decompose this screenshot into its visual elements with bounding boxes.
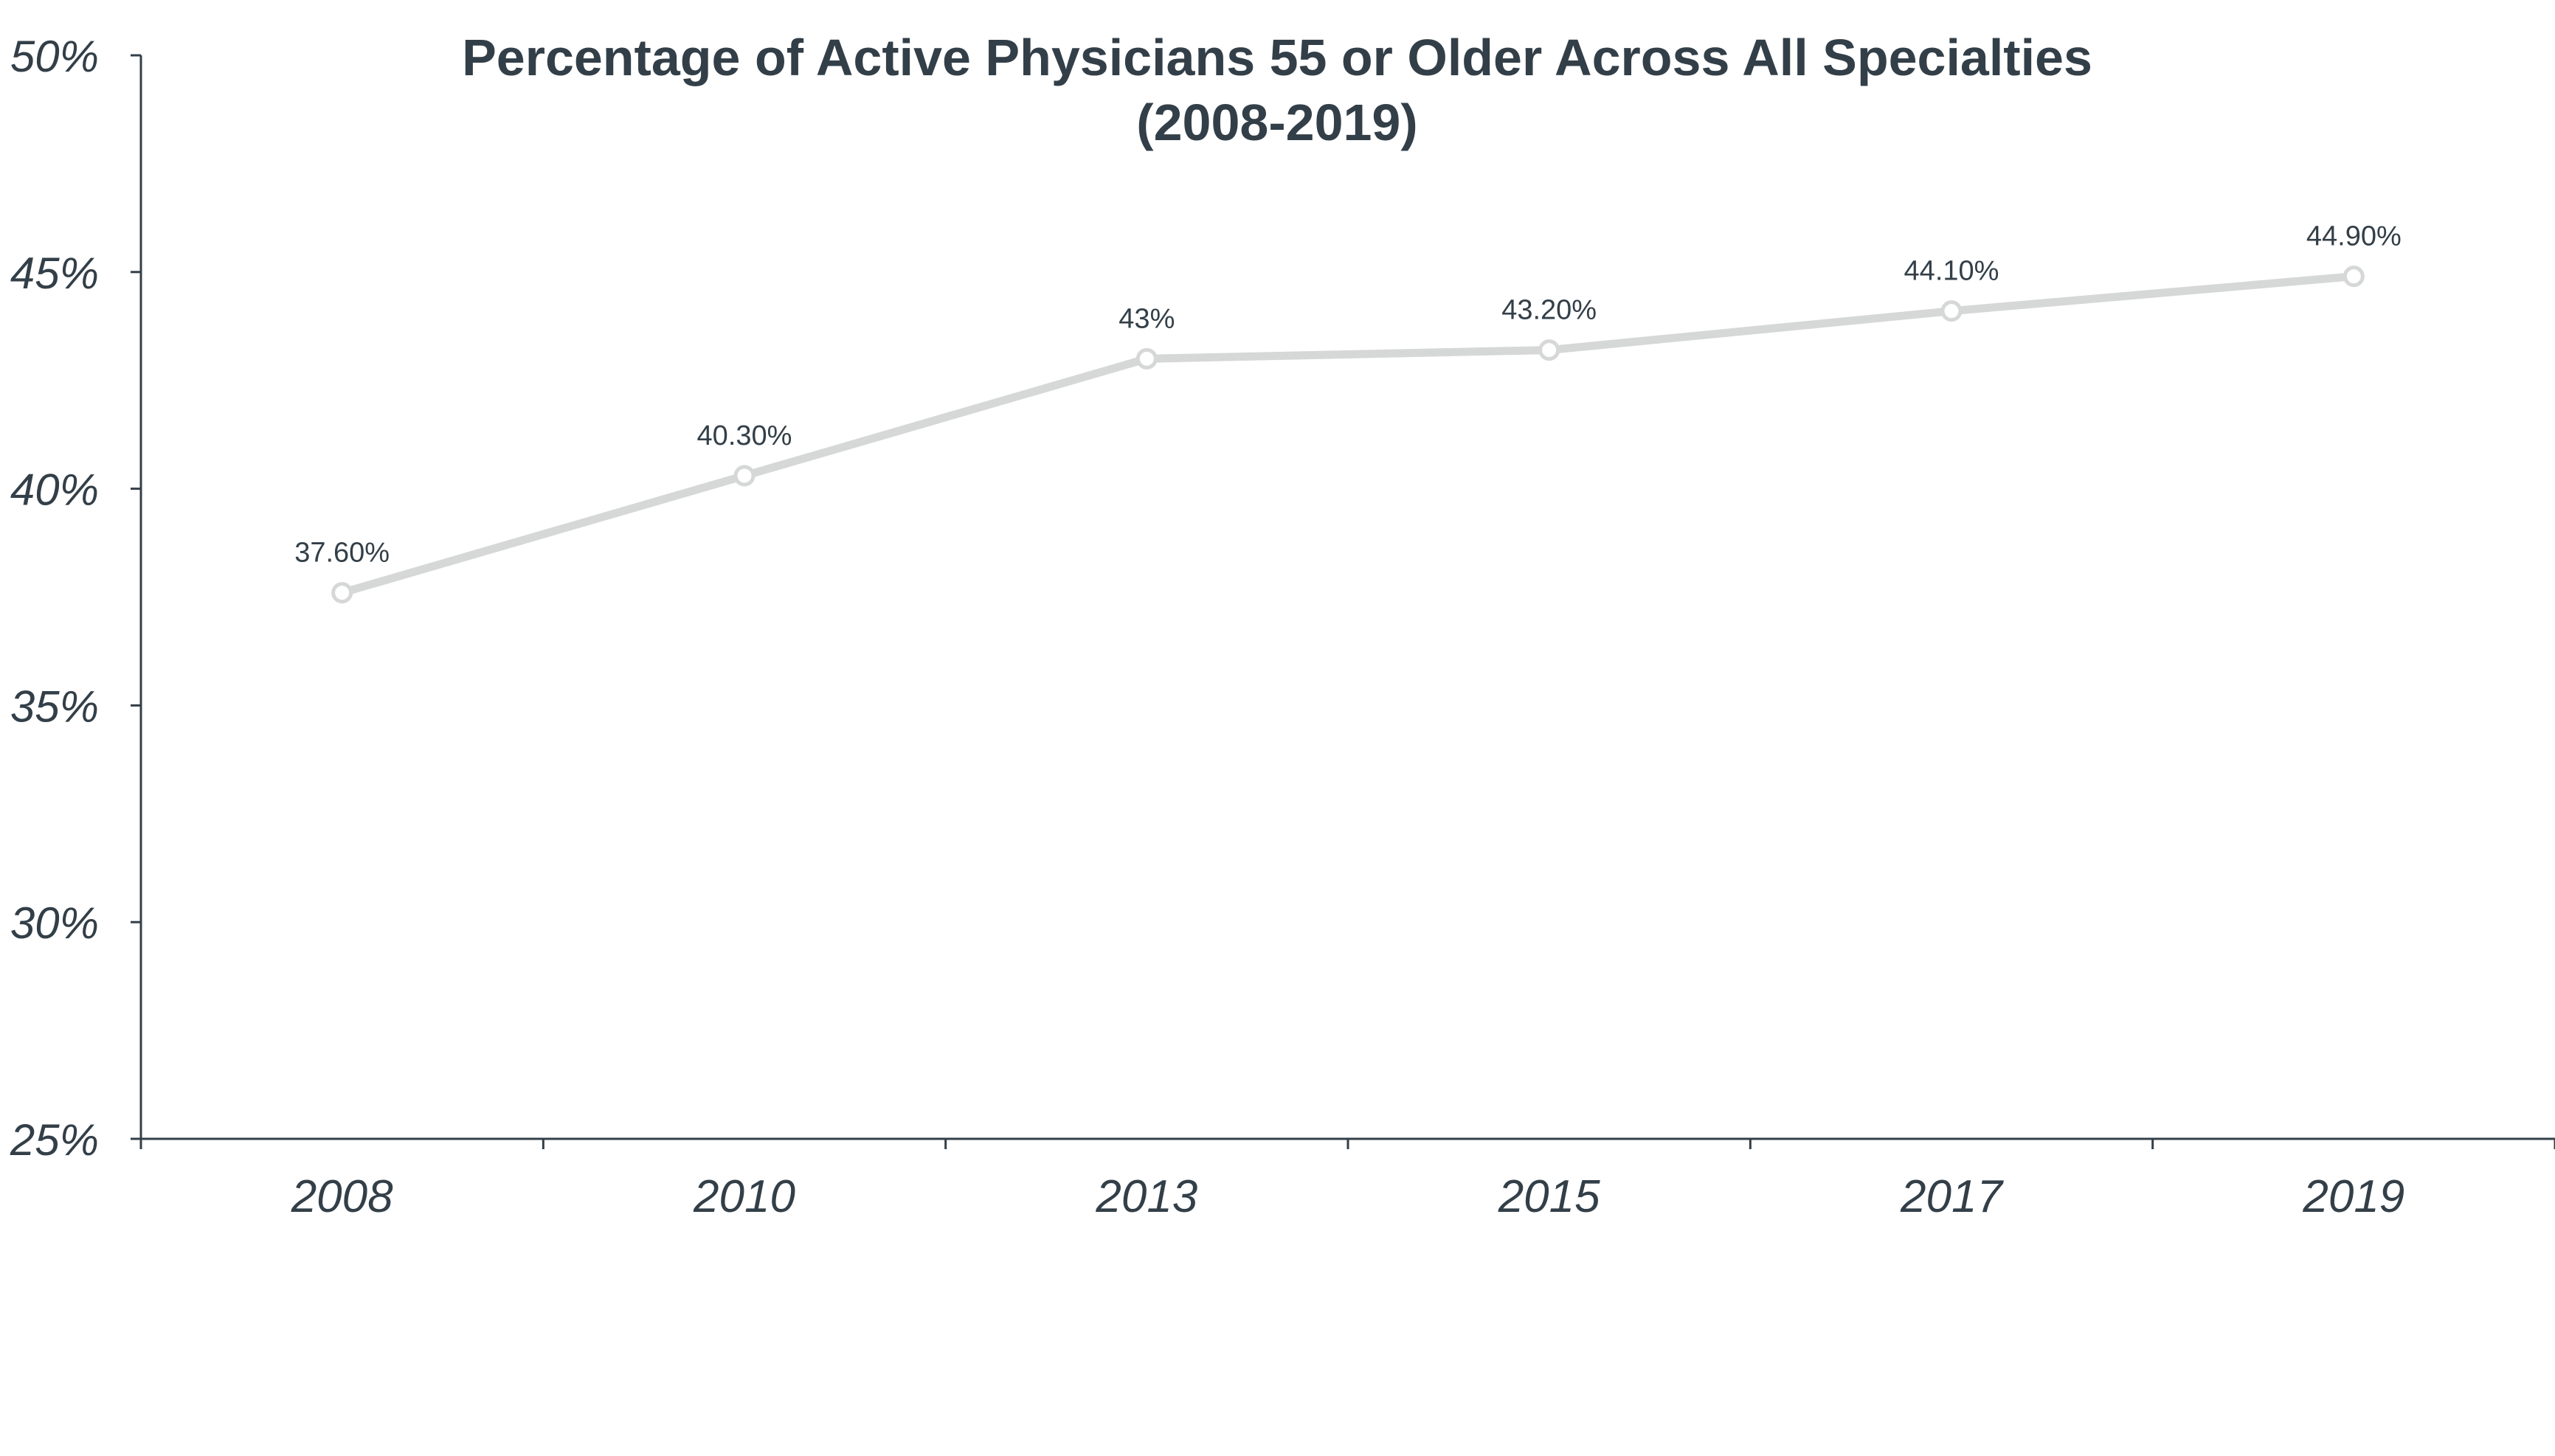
data-label: 44.10% xyxy=(1904,256,1999,287)
chart-title-line-1: Percentage of Active Physicians 55 or Ol… xyxy=(462,29,2092,86)
data-label: 43% xyxy=(1119,303,1175,334)
x-tick-label: 2015 xyxy=(1498,1171,1600,1222)
y-tick-label: 35% xyxy=(10,682,99,731)
data-series: 37.60% 40.30% 43% 43.20% 44.10% 44.90% xyxy=(294,221,2402,604)
data-point xyxy=(331,582,353,604)
x-tick-label: 2013 xyxy=(1095,1171,1197,1222)
y-tick-label: 50% xyxy=(10,32,99,81)
data-point xyxy=(2343,266,2365,288)
data-point xyxy=(1940,300,1963,322)
y-tick-label: 30% xyxy=(10,898,99,948)
data-point xyxy=(1135,347,1158,370)
data-label: 37.60% xyxy=(294,538,390,569)
x-tick-label: 2008 xyxy=(291,1171,393,1222)
data-point xyxy=(1538,339,1560,361)
data-label: 40.30% xyxy=(697,420,792,451)
data-point xyxy=(733,465,756,487)
chart-title-line-2: (2008-2019) xyxy=(1136,94,1417,151)
x-tick-label: 2017 xyxy=(1900,1171,2004,1222)
x-tick-label: 2010 xyxy=(693,1171,795,1222)
y-axis-tick-labels: 25% 30% 35% 40% 45% 50% xyxy=(10,32,99,1165)
x-tick-label: 2019 xyxy=(2302,1171,2404,1222)
y-tick-label: 45% xyxy=(10,249,99,298)
x-axis-tick-labels: 2008 2010 2013 2015 2017 2019 xyxy=(291,1171,2405,1222)
y-tick-label: 25% xyxy=(10,1115,99,1165)
chart-title: Percentage of Active Physicians 55 or Ol… xyxy=(462,29,2092,151)
data-label: 43.20% xyxy=(1501,295,1597,326)
chart-axes xyxy=(131,54,2555,1149)
series-line xyxy=(338,272,2358,597)
y-tick-label: 40% xyxy=(10,465,99,515)
data-label: 44.90% xyxy=(2306,221,2402,252)
